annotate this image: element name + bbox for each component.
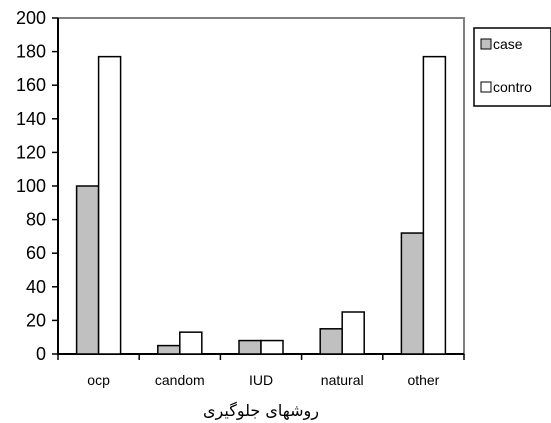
x-axis-ticks: ocp candom IUD natural other	[57, 354, 465, 388]
category-label-ocp: ocp	[87, 372, 110, 388]
legend-swatch-case	[480, 38, 492, 50]
y-tick-label: 0	[36, 344, 46, 364]
bar-contro-natural	[341, 311, 365, 355]
y-tick-label: 20	[26, 310, 46, 330]
bar-contro-ocp	[97, 55, 122, 355]
bar-case-natural	[319, 328, 343, 355]
y-tick-label: 120	[16, 142, 46, 162]
legend-label-case: case	[493, 36, 523, 52]
y-tick-label: 80	[26, 210, 46, 230]
legend-swatch-contro	[480, 81, 492, 93]
y-tick-label: 40	[26, 277, 46, 297]
bar-case-candom	[157, 344, 181, 355]
y-tick-label: 140	[16, 109, 46, 129]
y-tick-label: 200	[16, 8, 46, 28]
category-label-iud: IUD	[249, 372, 273, 388]
bar-contro-candom	[179, 331, 203, 355]
bar-contro-iud	[260, 339, 284, 355]
bar-contro-other	[422, 55, 447, 355]
y-axis-ticks: 0 20 40 60 80 100 120 140 160 180 200	[16, 8, 58, 364]
x-axis-label: روشهای جلوگیری	[203, 401, 319, 421]
legend-label-contro: contro	[493, 79, 532, 95]
category-label-other: other	[407, 372, 439, 388]
category-label-candom: candom	[155, 372, 205, 388]
y-tick-label: 160	[16, 75, 46, 95]
bar-case-iud	[238, 339, 262, 355]
bar-case-other	[400, 232, 425, 355]
y-tick-label: 180	[16, 42, 46, 62]
bar-case-ocp	[75, 185, 100, 355]
bar-series-group	[75, 55, 447, 355]
y-tick-label: 100	[16, 176, 46, 196]
y-tick-label: 60	[26, 243, 46, 263]
category-label-natural: natural	[321, 372, 364, 388]
legend: case contro	[473, 27, 551, 107]
